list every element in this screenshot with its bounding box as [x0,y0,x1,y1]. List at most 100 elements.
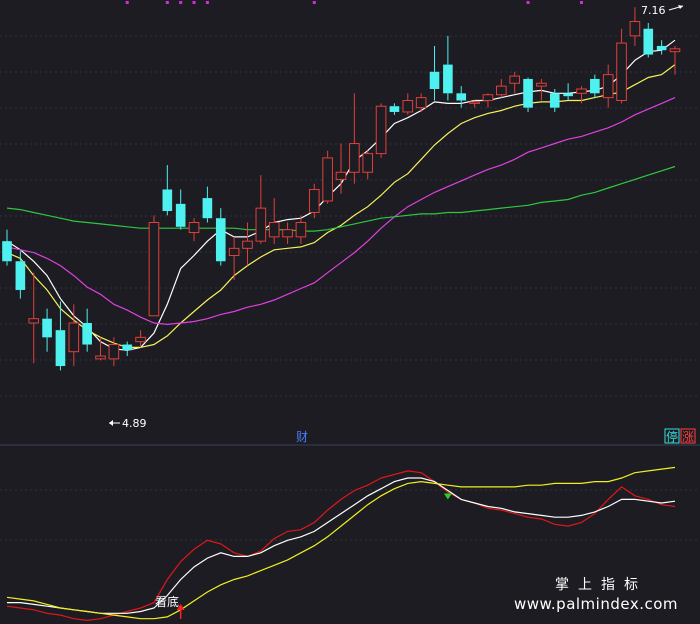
candle-body [362,153,374,173]
candle-body [496,85,507,96]
badge-stop-box [664,428,680,444]
pane-label[interactable]: 财 [296,430,308,444]
candle [482,93,494,108]
high-price-label: 7.16 [641,4,666,17]
candle-body [509,75,520,84]
candle [656,40,667,55]
candle-body [42,318,52,338]
candle [362,150,374,180]
candle [255,175,267,245]
candle-body [188,222,200,234]
price-labels: 7.16 4.89 [109,4,684,430]
indicator-lines [6,466,676,622]
candle [162,165,173,216]
top-tick-mark [192,1,196,4]
candle-body [563,93,573,97]
candle [135,330,146,348]
candle [563,83,573,101]
down-triangle-icon [443,493,452,500]
candle-body [643,28,654,55]
candle-body [28,318,40,324]
candle [175,189,186,230]
candle-body [602,74,614,99]
candle-body [590,78,600,94]
candle [295,215,307,245]
candle [590,74,600,98]
candle [335,143,347,194]
candle-body [482,94,494,101]
candle [616,28,627,104]
candle [95,337,106,361]
top-tick-mark [125,1,129,4]
badge-up: 涨 [682,429,694,444]
candle-body [469,101,480,104]
candle [215,208,226,266]
watermark: 掌上指标 www.palmindex.com [500,576,692,614]
candle-body [576,88,587,94]
candle-body [443,64,453,94]
top-ticks [125,1,583,4]
candle [349,93,360,184]
candle-body [349,143,360,173]
candle [228,236,240,280]
ma-line-magenta [6,97,676,326]
indicator-markers [176,493,452,619]
low-arrow-icon [109,420,120,426]
candle [456,86,467,108]
candle [602,64,614,108]
candle-body [335,171,347,180]
low-price-label: 4.89 [122,417,147,430]
up-arrow-icon [176,604,185,619]
candle [68,304,80,367]
candle [148,215,160,317]
candle [536,78,547,101]
candle [375,103,387,158]
indicator-line-white [7,477,676,614]
candle [322,150,333,204]
candle [202,186,213,223]
candle-body [415,97,427,109]
candle-body [82,322,92,345]
candle-body [429,71,440,89]
candle-body [616,42,627,101]
candle-body [175,203,186,227]
candle [2,229,12,266]
candle-body [68,322,80,353]
candle-body [629,21,641,37]
high-arrow-icon [668,5,684,11]
candle-body [402,99,414,113]
candle-body [162,189,173,212]
candle [389,103,400,115]
grid-lines [0,35,700,541]
candle-body [242,240,253,249]
top-tick-mark [526,1,530,4]
watermark-title: 掌上指标 [555,577,647,593]
candle-body [268,222,280,238]
candle [122,341,133,356]
candle-body [669,48,681,53]
candle [643,22,654,58]
badge-stop: 停 [666,429,678,444]
candle [429,45,440,101]
candle-body [108,344,120,360]
candle-body [549,93,560,108]
limit-badges: 停 涨 [664,428,696,444]
watermark-url: www.palmindex.com [513,595,679,613]
top-tick-mark [179,1,183,4]
candle-body [95,355,106,360]
top-tick-mark [312,1,316,4]
candle [669,45,681,75]
candle [268,198,280,245]
candle-body [202,198,213,219]
candle [82,308,92,352]
top-tick-mark [165,1,169,4]
candle [629,7,641,46]
candle [469,100,480,108]
candle [443,35,453,101]
candle-body [15,261,26,290]
candle-body [55,330,66,367]
candle-body [215,218,226,262]
candle-body [295,222,307,238]
up-arrow-head [176,604,185,610]
